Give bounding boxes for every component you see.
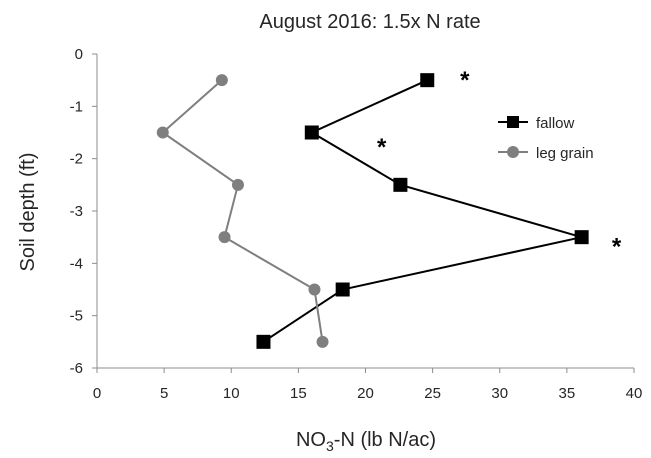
x-axis-label: NO3-N (lb N/ac) [296,429,436,454]
data-point-leg-grain [231,178,244,191]
legend-label-fallow: fallow [536,115,575,132]
series-line-leg-grain [161,79,324,342]
x-tick-label: 40 [626,385,643,402]
y-tick-labels: 0 -1 -2 -3 -4 -5 -6 [70,46,83,377]
x-axis-label-rest: -N (lb N/ac) [334,429,436,451]
data-point-fallow [420,73,435,88]
y-tick-label: -2 [70,151,83,168]
x-tick-label: 35 [559,385,576,402]
data-point-fallow [304,125,319,140]
legend-item-fallow: fallow [498,115,575,132]
x-tick-labels: 0 5 10 15 20 25 30 35 40 [93,385,643,402]
series-line-fallow [262,79,582,343]
y-tick-label: 0 [75,46,83,63]
x-tick-label: 30 [491,385,508,402]
x-tick-label: 15 [290,385,307,402]
legend-label-leg-grain: leg grain [536,145,594,162]
x-tick-label: 20 [357,385,374,402]
data-point-fallow [393,177,408,192]
y-tick-label: -3 [70,203,83,220]
series-leg-grain [156,74,329,348]
x-tick-label: 5 [160,385,168,402]
data-point-leg-grain [156,126,169,139]
y-tick-label: -1 [70,98,83,115]
x-tick-label: 25 [424,385,441,402]
x-tick-label: 10 [223,385,240,402]
chart-title: August 2016: 1.5x N rate [259,11,480,33]
data-point-leg-grain [316,335,329,348]
legend-marker-fallow [507,116,519,128]
data-point-fallow [256,334,271,349]
significance-marker: * [377,134,387,161]
data-point-fallow [335,282,350,297]
y-axis-label: Soil depth (ft) [17,153,39,272]
data-point-leg-grain [215,74,228,87]
x-tick-label: 0 [93,385,101,402]
legend-item-leg-grain: leg grain [498,145,594,162]
data-point-leg-grain [218,231,231,244]
x-axis-label-subscript: 3 [326,438,334,454]
legend-marker-leg-grain [507,146,519,158]
axes [92,53,635,373]
y-tick-label: -5 [70,308,83,325]
legend: fallow leg grain [498,115,594,162]
series-layer [156,73,589,349]
y-tick-label: -4 [70,255,83,272]
y-tick-label: -6 [70,360,83,377]
significance-marker: * [460,67,470,94]
annotation-layer: * * * [377,67,622,260]
x-axis-label-main: NO [296,429,326,451]
series-fallow [256,73,589,349]
data-point-fallow [574,230,589,245]
data-point-leg-grain [308,283,321,296]
significance-marker: * [612,233,622,260]
